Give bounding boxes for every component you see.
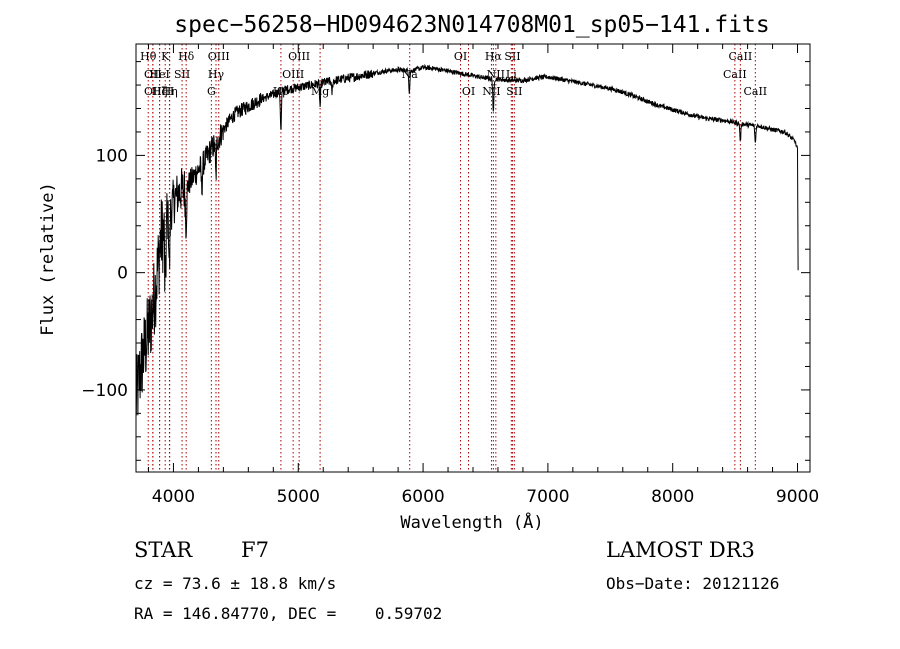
spectral-line-label: OI: [462, 85, 475, 98]
y-axis-ticks: −100 0 100: [81, 61, 810, 461]
spectral-line-label: Mg: [311, 85, 329, 98]
redshift-velocity: cz = 73.6 ± 18.8 km/s: [134, 574, 337, 593]
x-tick-label: 6000: [401, 487, 444, 507]
ra-dec-coordinates: RA = 146.84770, DEC = 0.59702: [134, 604, 443, 623]
y-tick-label: 100: [96, 146, 128, 166]
spectral-line-label: OIII: [208, 50, 230, 63]
spectral-line-label: OIII: [282, 68, 304, 81]
spectral-line-label: Hη: [162, 85, 178, 98]
x-axis-ticks: 4000 5000 6000 7000 8000 9000: [147, 44, 819, 507]
x-tick-label: 4000: [152, 487, 195, 507]
spectral-line-markers: [147, 44, 756, 472]
x-tick-label: 8000: [651, 487, 694, 507]
spectral-line-label: CaII: [743, 85, 767, 98]
spectral-line-label: SII: [504, 50, 520, 63]
x-tick-label: 5000: [277, 487, 320, 507]
spectral-line-label: SII: [174, 68, 190, 81]
object-class: STAR: [134, 538, 193, 562]
spectral-line-label: OIII: [288, 50, 310, 63]
spectral-line-label: HeI: [149, 68, 169, 81]
chart-title: spec−56258−HD094623N014708M01_sp05−141.f…: [174, 12, 769, 38]
spectral-line-label: NII: [482, 85, 500, 98]
y-tick-label: −100: [81, 381, 128, 401]
object-subclass: F7: [241, 538, 269, 562]
y-tick-label: 0: [117, 264, 128, 284]
x-tick-label: 7000: [526, 487, 569, 507]
flux-series-line: [135, 63, 799, 416]
spectral-line-label: Hγ: [208, 68, 225, 81]
observation-date: Obs−Date: 20121126: [606, 574, 780, 593]
spectral-line-label: CaII: [723, 68, 747, 81]
spectral-line-label: K: [161, 50, 170, 63]
survey-name: LAMOST DR3: [606, 538, 755, 562]
spectral-line-label: Hθ: [140, 50, 157, 63]
spectral-line-label: Hα: [485, 50, 503, 63]
spectral-line-label: Hζ: [152, 85, 168, 98]
spectral-line-label: G: [207, 85, 216, 98]
spectral-line-label: OI: [454, 50, 467, 63]
x-tick-label: 9000: [776, 487, 819, 507]
spectral-line-label: OII: [144, 85, 162, 98]
spectral-line-label: Li: [506, 68, 517, 81]
spectral-line-label: SII: [506, 85, 522, 98]
y-axis-label: Flux (relative): [38, 182, 58, 336]
x-axis-label: Wavelength (Å): [400, 511, 543, 533]
spectral-line-label: OII: [144, 68, 162, 81]
spectral-line-label: CaII: [729, 50, 753, 63]
spectral-line-label: H: [165, 85, 175, 98]
spectral-line-label: Hδ: [178, 50, 195, 63]
